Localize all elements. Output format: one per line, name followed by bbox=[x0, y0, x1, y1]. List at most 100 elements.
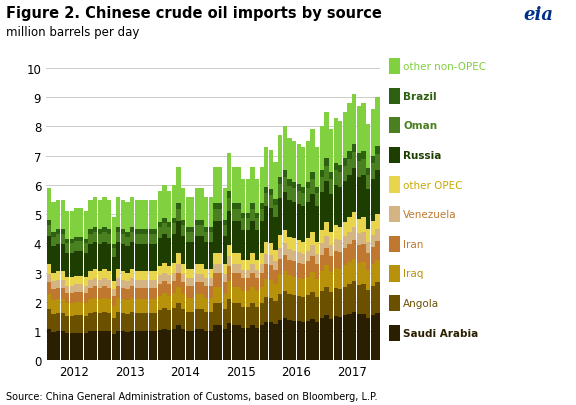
Bar bbox=[107, 288, 111, 299]
Bar bbox=[241, 270, 245, 279]
Bar bbox=[315, 264, 319, 279]
Bar bbox=[320, 255, 324, 271]
Bar bbox=[366, 254, 370, 270]
Bar bbox=[56, 331, 60, 360]
Bar bbox=[255, 180, 259, 213]
Bar bbox=[251, 254, 255, 264]
Bar bbox=[126, 203, 130, 232]
Bar bbox=[56, 235, 60, 245]
Bar bbox=[84, 304, 88, 316]
Bar bbox=[130, 298, 134, 312]
Bar bbox=[361, 262, 366, 284]
Bar bbox=[301, 242, 305, 254]
Bar bbox=[97, 280, 102, 288]
Bar bbox=[315, 254, 319, 264]
Bar bbox=[74, 315, 79, 333]
Bar bbox=[334, 251, 338, 268]
Bar bbox=[357, 264, 361, 285]
Bar bbox=[251, 204, 255, 209]
Bar bbox=[112, 257, 116, 281]
Bar bbox=[130, 197, 134, 228]
Bar bbox=[375, 242, 380, 260]
Bar bbox=[264, 194, 268, 207]
Bar bbox=[297, 296, 301, 322]
Bar bbox=[70, 304, 74, 316]
Bar bbox=[139, 313, 143, 331]
Bar bbox=[181, 188, 185, 220]
Bar bbox=[204, 312, 209, 331]
Bar bbox=[306, 296, 310, 321]
Bar bbox=[167, 266, 171, 276]
Bar bbox=[292, 239, 296, 251]
Text: other non-OPEC: other non-OPEC bbox=[403, 62, 486, 72]
Bar bbox=[121, 313, 125, 331]
Bar bbox=[306, 262, 310, 277]
Bar bbox=[213, 209, 218, 222]
Bar bbox=[334, 164, 338, 171]
Bar bbox=[139, 200, 143, 230]
Bar bbox=[361, 175, 366, 218]
Bar bbox=[241, 260, 245, 270]
Bar bbox=[121, 230, 125, 235]
Bar bbox=[260, 168, 264, 204]
Bar bbox=[60, 230, 65, 235]
Bar bbox=[172, 294, 176, 309]
Bar bbox=[79, 209, 84, 237]
Bar bbox=[167, 276, 171, 284]
Bar bbox=[347, 218, 352, 232]
Text: Venezuela: Venezuela bbox=[403, 210, 457, 220]
Bar bbox=[343, 181, 347, 223]
Bar bbox=[274, 285, 278, 302]
Bar bbox=[232, 209, 236, 222]
Bar bbox=[144, 200, 148, 230]
Bar bbox=[84, 278, 88, 286]
Bar bbox=[190, 232, 195, 243]
Bar bbox=[347, 104, 352, 151]
Bar bbox=[343, 166, 347, 181]
Bar bbox=[65, 212, 70, 239]
Bar bbox=[126, 281, 130, 289]
Bar bbox=[357, 162, 361, 177]
Bar bbox=[287, 180, 291, 187]
Bar bbox=[74, 209, 79, 237]
Bar bbox=[185, 243, 190, 270]
Bar bbox=[274, 162, 278, 199]
Bar bbox=[51, 314, 56, 332]
Bar bbox=[315, 207, 319, 242]
Bar bbox=[74, 303, 79, 315]
Bar bbox=[370, 286, 375, 315]
Bar bbox=[158, 330, 162, 360]
Bar bbox=[65, 293, 70, 304]
Bar bbox=[246, 213, 250, 219]
Bar bbox=[88, 200, 93, 230]
Bar bbox=[190, 197, 195, 228]
Bar bbox=[149, 288, 153, 299]
Bar bbox=[324, 315, 329, 360]
Bar bbox=[269, 190, 273, 196]
Bar bbox=[361, 244, 366, 262]
Bar bbox=[190, 270, 195, 279]
Bar bbox=[361, 151, 366, 159]
Bar bbox=[324, 237, 329, 248]
Bar bbox=[227, 211, 232, 245]
Bar bbox=[70, 244, 74, 253]
Bar bbox=[260, 303, 264, 326]
Bar bbox=[320, 171, 324, 177]
Bar bbox=[222, 329, 227, 360]
Bar bbox=[251, 222, 255, 254]
Bar bbox=[306, 182, 310, 189]
Bar bbox=[56, 280, 60, 288]
Bar bbox=[56, 288, 60, 299]
Bar bbox=[366, 168, 370, 175]
Bar bbox=[93, 298, 97, 312]
Bar bbox=[204, 243, 209, 270]
Bar bbox=[222, 295, 227, 309]
Bar bbox=[213, 204, 218, 209]
Bar bbox=[121, 271, 125, 280]
Bar bbox=[51, 301, 56, 314]
Bar bbox=[70, 286, 74, 293]
Bar bbox=[269, 280, 273, 298]
Bar bbox=[107, 271, 111, 280]
Bar bbox=[79, 303, 84, 315]
Bar bbox=[190, 228, 195, 232]
